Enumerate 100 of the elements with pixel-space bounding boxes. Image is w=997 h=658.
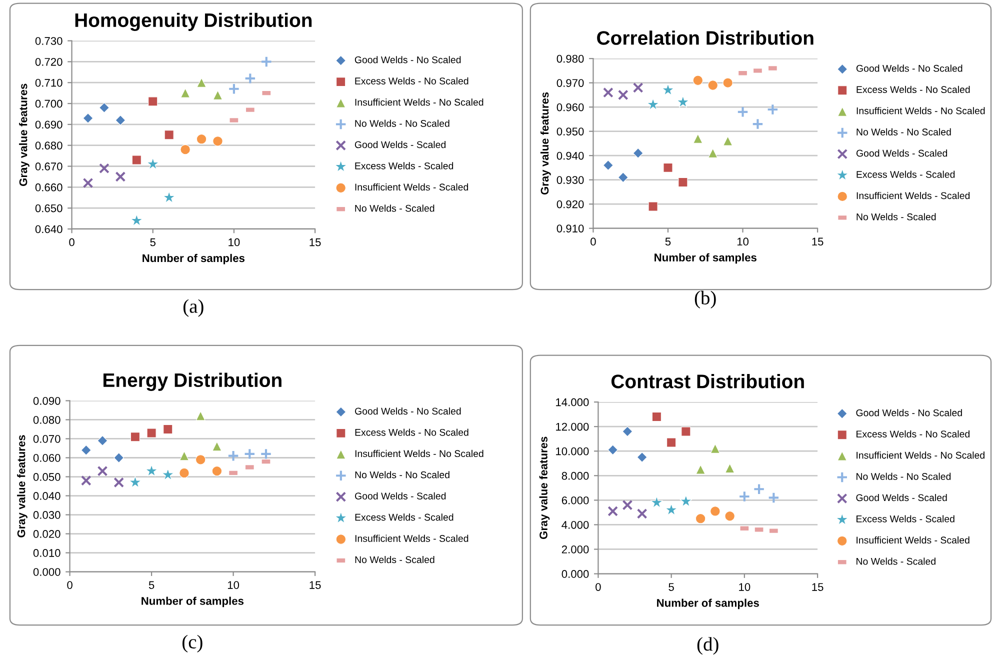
- point: [227, 450, 240, 462]
- point: [692, 75, 704, 86]
- point: [724, 510, 735, 522]
- legend-label: Good Welds - No Scaled: [856, 64, 962, 72]
- x-axis-title: Number of samples: [142, 596, 244, 608]
- point: [145, 464, 158, 476]
- y-tick-label: 0.960: [556, 103, 584, 112]
- legend-label: Excess Welds - Scaled: [355, 514, 454, 521]
- legend-label: Good Welds - No Scaled: [355, 407, 461, 415]
- point: [195, 454, 206, 465]
- point: [710, 444, 720, 454]
- y-tick-label: 0.970: [556, 79, 584, 87]
- legend-label: No Welds - No Scaled: [355, 471, 450, 478]
- x-tick-label: 15: [310, 581, 321, 589]
- x-tick-label: 5: [148, 581, 154, 589]
- legend-label: Insufficient Welds - No Scaled: [355, 450, 484, 458]
- text: (a): [183, 299, 204, 317]
- text: (d): [697, 637, 718, 655]
- point: [752, 118, 764, 130]
- legend-label: Insufficient Welds - No Scaled: [856, 107, 985, 114]
- legend-label: Excess Welds - No Scaled: [856, 86, 970, 94]
- y-tick-label: 0.980: [556, 54, 584, 63]
- legend-label: Insufficient Welds - Scaled: [355, 183, 468, 191]
- legend-label: Good Welds - Scaled: [856, 494, 947, 502]
- legend-label: No Welds - Scaled: [856, 558, 936, 565]
- legend-label: Insufficient Welds - No Scaled: [856, 452, 984, 459]
- text: (c): [182, 634, 202, 652]
- point: [666, 438, 676, 448]
- point: [646, 98, 660, 110]
- y-tick-label: 0.080: [33, 416, 60, 424]
- point: [80, 475, 92, 486]
- x-tick-label: 0: [69, 238, 74, 246]
- legend-label: No Welds - No Scaled: [856, 128, 951, 136]
- y-tick-label: 0.680: [35, 142, 62, 150]
- y-tick-label: 6.000: [562, 496, 589, 504]
- y-axis-title: Gray value features: [19, 84, 30, 186]
- point: [650, 496, 663, 508]
- legend-label: No Welds - No Scaled: [355, 120, 450, 127]
- legend-label: Insufficient Welds - Scaled: [355, 534, 468, 542]
- y-tick-label: 0.640: [35, 225, 62, 234]
- y-tick-label: 0.950: [556, 128, 584, 136]
- legend-label: Insufficient Welds - Scaled: [856, 192, 970, 200]
- point: [179, 451, 190, 461]
- y-tick-label: 0.910: [556, 224, 584, 232]
- legend-label: Excess Welds - Scaled: [856, 170, 955, 178]
- y-tick-label: 0.000: [562, 570, 589, 578]
- point: [115, 115, 126, 126]
- chart-title: Energy Distribution: [104, 372, 282, 391]
- point: [662, 84, 674, 96]
- point: [180, 144, 190, 155]
- legend-label: Good Welds - Scaled: [354, 140, 446, 148]
- point: [99, 163, 110, 174]
- point: [618, 90, 628, 100]
- point: [212, 442, 222, 452]
- y-tick-label: 0.020: [33, 530, 60, 538]
- legend-label: Excess Welds - Scaled: [856, 515, 954, 522]
- y-tick-label: 4.000: [562, 520, 589, 529]
- point: [115, 172, 126, 182]
- legend-label: No Welds - Scaled: [355, 204, 434, 212]
- point: [602, 87, 614, 98]
- legend-label: Good Welds - Scaled: [355, 492, 446, 500]
- legend-label: Good Welds - No Scaled: [354, 56, 461, 64]
- x-axis-title: Number of samples: [657, 598, 759, 610]
- y-axis-title: Gray value features: [539, 436, 550, 540]
- point: [244, 448, 256, 460]
- point: [80, 444, 92, 456]
- legend-label: Excess Welds - No Scaled: [355, 77, 468, 84]
- point: [636, 452, 648, 462]
- point: [622, 426, 633, 437]
- point: [196, 134, 207, 144]
- x-axis-title: Number of samples: [654, 253, 756, 264]
- y-tick-label: 0.000: [33, 568, 60, 576]
- point: [636, 508, 648, 519]
- point: [196, 78, 206, 88]
- y-tick-label: 14.000: [556, 398, 589, 406]
- point: [228, 82, 240, 95]
- point: [738, 490, 750, 502]
- point: [768, 492, 780, 504]
- point: [663, 162, 673, 172]
- point: [260, 448, 272, 460]
- point: [622, 500, 633, 510]
- point: [97, 435, 108, 446]
- legend-label: Excess Welds - No Scaled: [355, 428, 468, 436]
- y-tick-label: 0.040: [33, 492, 60, 500]
- point: [196, 411, 206, 421]
- y-tick-label: 0.010: [33, 549, 60, 557]
- y-tick-label: 12.000: [556, 422, 589, 431]
- y-tick-label: 0.650: [35, 204, 62, 212]
- y-tick-label: 0.050: [33, 473, 60, 481]
- chart-title: Homogenuity Distribution: [75, 12, 312, 32]
- point: [162, 191, 176, 203]
- point: [693, 134, 703, 144]
- x-tick-label: 0: [590, 238, 596, 246]
- point: [736, 106, 749, 118]
- x-tick-label: 5: [150, 238, 156, 246]
- point: [82, 178, 94, 188]
- y-tick-label: 0.090: [33, 396, 60, 405]
- point: [648, 202, 658, 212]
- point: [676, 96, 690, 108]
- y-tick-label: 0.060: [33, 454, 60, 462]
